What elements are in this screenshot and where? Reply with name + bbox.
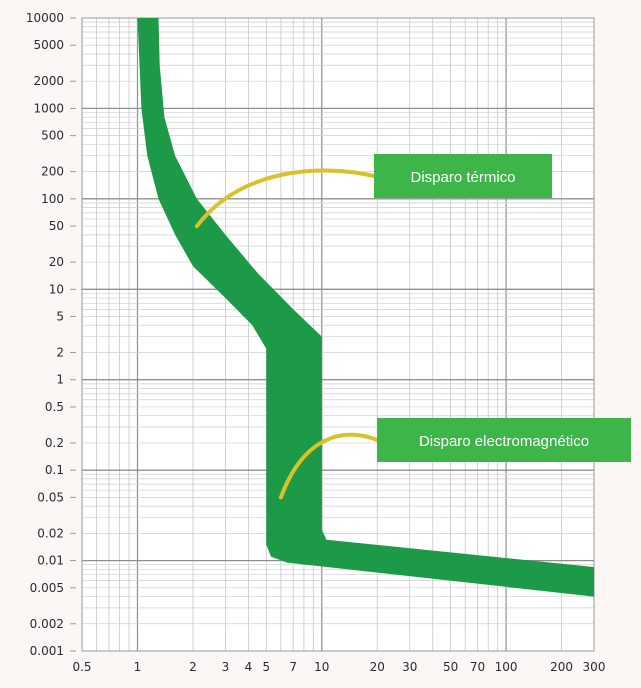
y-tick-label: 10000 <box>26 11 64 25</box>
x-tick-label: 2 <box>189 660 197 674</box>
y-tick-label: 20 <box>49 255 64 269</box>
y-tick-label: 0.5 <box>45 400 64 414</box>
y-tick-label: 200 <box>41 165 64 179</box>
x-tick-label: 300 <box>583 660 606 674</box>
x-tick-label: 50 <box>443 660 458 674</box>
callout-box-thermal <box>374 154 552 198</box>
callout-line-magnetic <box>278 432 379 500</box>
y-tick-label: 0.005 <box>30 581 64 595</box>
y-tick-label: 1 <box>56 373 64 387</box>
x-tick-label: 0.5 <box>72 660 91 674</box>
x-tick-label: 3 <box>222 660 230 674</box>
plot-border <box>81 17 595 652</box>
x-tick-label: 10 <box>314 660 329 674</box>
y-tick-label: 5000 <box>33 38 64 52</box>
y-tick-label: 0.002 <box>30 617 64 631</box>
x-tick-label: 20 <box>370 660 385 674</box>
y-tick-label: 0.001 <box>30 644 64 658</box>
y-tick-label: 50 <box>49 219 64 233</box>
y-tick-label: 10 <box>49 282 64 296</box>
x-tick-label: 4 <box>245 660 253 674</box>
x-tick-label: 200 <box>550 660 573 674</box>
y-tick-label: 0.01 <box>37 554 64 568</box>
y-tick-label: 100 <box>41 192 64 206</box>
callout-line-thermal <box>194 168 376 229</box>
y-tick-label: 0.02 <box>37 526 64 540</box>
y-tick-label: 0.2 <box>45 436 64 450</box>
y-tick-label: 1000 <box>33 101 64 115</box>
x-tick-label: 5 <box>262 660 270 674</box>
y-tick-label: 0.1 <box>45 463 64 477</box>
y-tick-label: 2000 <box>33 74 64 88</box>
x-tick-label: 100 <box>495 660 518 674</box>
callout-box-magnetic <box>377 418 631 462</box>
annotations: Disparo térmico Disparo electromagnético <box>194 154 631 500</box>
callout-label-magnetic: Disparo electromagnético <box>419 433 589 450</box>
x-tick-label: 1 <box>134 660 142 674</box>
callout-label-thermal: Disparo térmico <box>410 169 515 186</box>
y-tick-label: 2 <box>56 345 64 359</box>
x-tick-label: 7 <box>289 660 297 674</box>
y-tick-label: 0.05 <box>37 490 64 504</box>
y-tick-label: 500 <box>41 129 64 143</box>
axis-ticks: 0.5 1 2 3 4 5 7 10 20 30 50 70 100 200 300100005000200… <box>26 11 606 674</box>
x-tick-label: 30 <box>402 660 417 674</box>
x-tick-label: 70 <box>470 660 485 674</box>
y-tick-label: 5 <box>56 310 64 324</box>
